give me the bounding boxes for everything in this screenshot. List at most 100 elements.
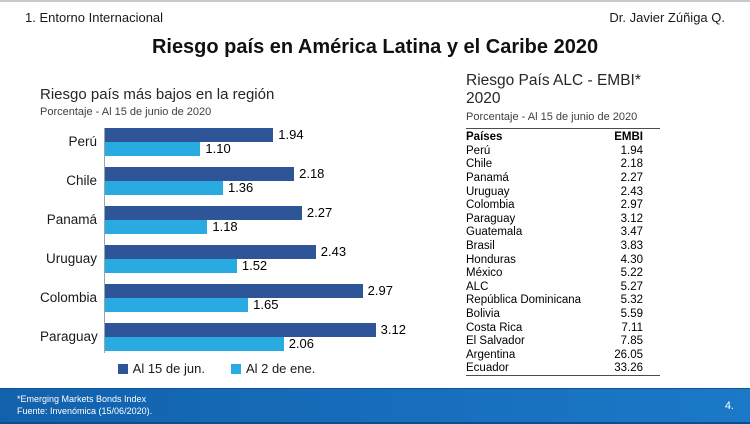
header-section-label: 1. Entorno Internacional (25, 10, 164, 25)
legend-swatch-light-blue (230, 363, 241, 374)
chart-title: Riesgo país más bajos en la región (40, 86, 275, 103)
legend-swatch-dark-blue (117, 363, 128, 374)
cell-embi-value: 5.22 (620, 267, 643, 280)
cell-country: Argentina (466, 348, 516, 361)
footer-source: Fuente: Invenómica (15/06/2020). (17, 406, 153, 417)
category-bars: 3.12 2.06 (104, 323, 452, 353)
table-header-row: Países EMBI (466, 129, 660, 145)
bar-line: 1.10 (105, 142, 452, 156)
chart-bar (105, 167, 295, 181)
cell-country: Honduras (466, 253, 516, 266)
table-row: Brasil 3.83 (466, 239, 660, 253)
cell-embi-value: 5.32 (620, 294, 643, 307)
cell-embi-value: 2.18 (620, 158, 643, 171)
chart-bar (105, 181, 223, 195)
table-row: Guatemala 3.47 (466, 226, 660, 240)
chart-category-group: Chile 2.18 1.36 (40, 167, 452, 206)
chart-bar (105, 245, 316, 259)
bar-line: 2.18 (105, 167, 452, 181)
bar-value-label: 2.97 (367, 283, 393, 298)
category-bars: 2.18 1.36 (104, 167, 452, 206)
cell-country: Costa Rica (466, 321, 523, 334)
chart-bar (105, 337, 284, 351)
embi-table-block: Riesgo País ALC - EMBI* 2020 Porcentaje … (466, 72, 660, 377)
chart-legend: Al 15 de jun. Al 2 de ene. (40, 361, 393, 376)
table-row: Paraguay 3.12 (466, 212, 660, 226)
table-row: Bolivia 5.59 (466, 307, 660, 321)
cell-embi-value: 4.30 (620, 253, 643, 266)
cell-country: Ecuador (466, 362, 509, 375)
chart-subtitle: Porcentaje - Al 15 de junio de 2020 (40, 106, 212, 118)
chart-bar (105, 220, 208, 234)
chart-bar (105, 284, 363, 298)
bar-line: 2.43 (105, 245, 452, 259)
chart-plot: Perú 1.94 1.10 Chile 2.18 1.36 Panamá 2.27 1.18 U… (40, 128, 452, 353)
embi-table: Países EMBI Perú 1.94 Chile 2.18 Panamá 2.27 U… (466, 128, 660, 377)
cell-embi-value: 5.59 (620, 307, 643, 320)
bar-line: 2.27 (105, 206, 452, 220)
table-row: Argentina 26.05 (466, 348, 660, 362)
chart-bar (105, 128, 274, 142)
cell-country: Bolivia (466, 307, 500, 320)
chart-bar (105, 259, 237, 273)
category-bars: 2.27 1.18 (104, 206, 452, 245)
cell-embi-value: 33.26 (614, 362, 643, 375)
category-bars: 2.97 1.65 (104, 284, 452, 323)
cell-embi-value: 2.97 (620, 199, 643, 212)
bar-line: 3.12 (105, 323, 452, 337)
table-row: ALC 5.27 (466, 280, 660, 294)
cell-embi-value: 26.05 (614, 348, 643, 361)
column-header-embi: EMBI (614, 131, 643, 143)
bar-value-label: 1.36 (227, 180, 254, 195)
bar-value-label: 2.43 (320, 244, 347, 259)
legend-item-jun: Al 15 de jun. (117, 361, 205, 376)
bar-value-label: 1.18 (212, 219, 238, 234)
cell-embi-value: 2.43 (620, 185, 643, 198)
cell-embi-value: 3.83 (620, 239, 643, 252)
bar-line: 1.94 (105, 128, 452, 142)
table-row: Uruguay 2.43 (466, 185, 660, 199)
cell-country: Chile (466, 158, 493, 171)
table-subtitle: Porcentaje - Al 15 de junio de 2020 (466, 111, 638, 123)
cell-embi-value: 2.27 (620, 171, 643, 184)
cell-country: Uruguay (466, 185, 510, 198)
bar-line: 2.97 (105, 284, 452, 298)
cell-country: Guatemala (466, 226, 523, 239)
table-row: Panamá 2.27 (466, 171, 660, 185)
table-row: Costa Rica 7.11 (466, 321, 660, 335)
bar-value-label: 2.27 (306, 205, 333, 220)
cell-embi-value: 5.27 (620, 280, 643, 293)
cell-country: Panamá (466, 171, 509, 184)
chart-bar (105, 142, 201, 156)
legend-label-ene: Al 2 de ene. (245, 361, 316, 376)
bar-line: 2.06 (105, 337, 452, 351)
cell-embi-value: 3.12 (620, 212, 643, 225)
table-row: Chile 2.18 (466, 158, 660, 172)
table-row: Colombia 2.97 (466, 198, 660, 212)
chart-category-group: Panamá 2.27 1.18 (40, 206, 452, 245)
bar-line: 1.65 (105, 298, 452, 312)
legend-label-jun: Al 15 de jun. (132, 361, 205, 376)
cell-embi-value: 7.11 (621, 321, 643, 334)
chart-bar (105, 298, 249, 312)
bar-line: 1.18 (105, 220, 452, 234)
chart-bar (105, 323, 376, 337)
cell-country: Colombia (466, 199, 515, 212)
table-row: Ecuador 33.26 (466, 362, 660, 376)
cell-embi-value: 1.94 (620, 144, 643, 157)
category-label: Panamá (46, 212, 97, 227)
chart-bar (105, 206, 302, 220)
table-row: República Dominicana 5.32 (466, 294, 660, 308)
cell-embi-value: 7.85 (620, 335, 643, 348)
table-row: Perú 1.94 (466, 144, 660, 158)
category-label: Chile (66, 173, 97, 188)
bar-value-label: 3.12 (380, 322, 406, 337)
bar-line: 1.36 (105, 181, 452, 195)
bar-value-label: 1.10 (205, 141, 231, 156)
category-label: Perú (68, 134, 97, 149)
chart-category-group: Paraguay 3.12 2.06 (40, 323, 452, 353)
cell-country: Paraguay (466, 212, 516, 225)
bar-value-label: 1.94 (278, 127, 304, 142)
chart-category-group: Colombia 2.97 1.65 (40, 284, 452, 323)
bar-value-label: 2.06 (288, 336, 315, 351)
